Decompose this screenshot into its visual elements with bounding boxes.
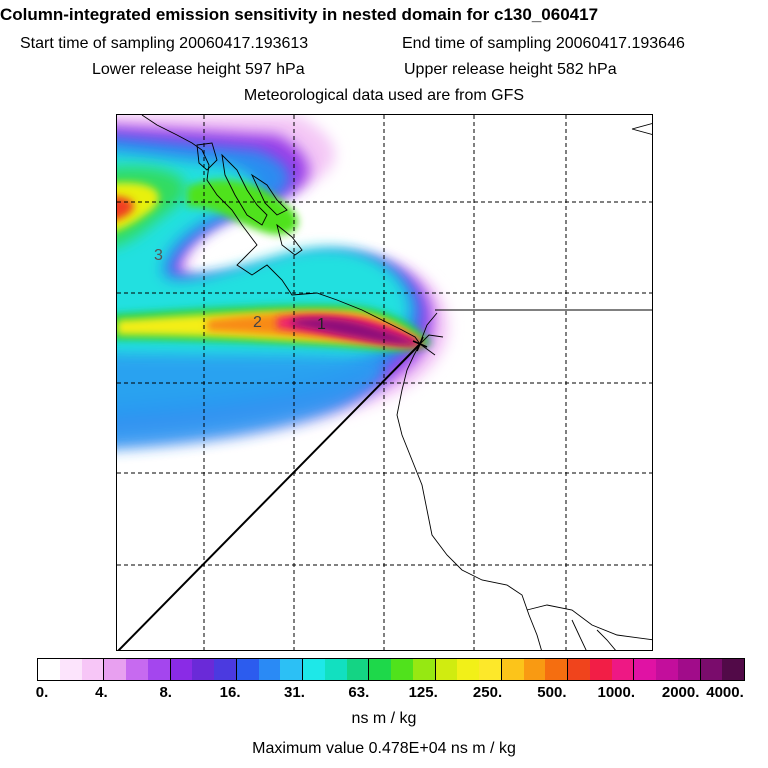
color-scale-tick-label: 4. — [95, 684, 108, 701]
release-marker — [412, 336, 428, 352]
color-scale-segment — [677, 659, 701, 680]
color-scale-tick-label: 2000. — [661, 684, 700, 701]
plume-label-3: 3 — [154, 247, 163, 264]
color-scale-segment — [568, 659, 590, 680]
color-scale-segment — [214, 659, 237, 680]
color-scale-segment — [192, 659, 214, 680]
color-scale-segment — [38, 659, 60, 680]
lower-height-label: Lower release height 597 hPa — [92, 61, 305, 78]
plume-label-2: 2 — [253, 314, 262, 331]
met-data-label: Meteorological data used are from GFS — [243, 87, 525, 104]
color-scale-tick-label: 8. — [159, 684, 172, 701]
color-scale-segment — [611, 659, 635, 680]
color-scale-ticks: 0. 4. 8. 16. 31. 63. 125. 250. 500. 1000. 2000. 400… — [0, 684, 768, 704]
plot-title: Column-integrated emission sensitivity i… — [0, 5, 599, 24]
start-time-label: Start time of sampling 20060417.193613 — [20, 35, 309, 52]
color-scale-segment — [501, 659, 524, 680]
color-scale-tick-label: 250. — [472, 684, 503, 701]
color-scale-tick-label: 16. — [219, 684, 241, 701]
color-scale-segment — [656, 659, 678, 680]
color-scale-segment — [346, 659, 370, 680]
color-scale-tick-label: 500. — [537, 684, 567, 701]
end-time-label: End time of sampling 20060417.193646 — [402, 35, 685, 52]
maximum-value-label: Maximum value 0.478E+04 ns m / kg — [252, 740, 516, 757]
color-scale-tick-label: 31. — [284, 684, 305, 701]
sensitivity-map: 3 2 1 — [117, 115, 652, 650]
color-scale-tick-label: 125. — [408, 684, 438, 701]
color-scale-segment — [147, 659, 171, 680]
color-scale-segment — [236, 659, 259, 680]
plume-label-1: 1 — [317, 316, 326, 333]
color-scale-tick-label: 1000. — [597, 684, 636, 701]
unit-label: ns m / kg — [351, 710, 417, 727]
color-scale-segment — [523, 659, 546, 680]
color-scale-segment — [589, 659, 612, 680]
color-scale-segment — [457, 659, 479, 680]
map-panel: 3 2 1 — [116, 114, 653, 651]
color-scale-segment — [700, 659, 723, 680]
color-scale-segment — [258, 659, 281, 680]
color-scale-tick-label: 4000. — [706, 684, 744, 701]
color-scale-segment — [435, 659, 458, 680]
trajectory-line — [117, 343, 421, 650]
color-scale-segment — [59, 659, 82, 680]
color-scale-segment — [479, 659, 502, 680]
color-scale-segment — [104, 659, 126, 680]
color-scale-segment — [722, 659, 744, 680]
map-grid — [117, 115, 652, 650]
color-scale-segment — [170, 659, 193, 680]
color-scale-segment — [634, 659, 656, 680]
color-scale-tick-label: 0. — [35, 684, 49, 701]
color-scale-segment — [126, 659, 148, 680]
color-scale-segment — [369, 659, 391, 680]
color-scale-segment — [324, 659, 347, 680]
color-scale-segment — [81, 659, 105, 680]
coastline — [141, 115, 652, 650]
color-scale-segment — [280, 659, 303, 680]
plume-field — [117, 115, 449, 449]
color-scale-segment — [391, 659, 413, 680]
color-scale-bar — [37, 658, 745, 681]
color-scale-segment — [545, 659, 568, 680]
color-scale-tick-label: 63. — [348, 684, 370, 701]
upper-height-label: Upper release height 582 hPa — [404, 61, 617, 78]
color-scale-segment — [303, 659, 325, 680]
color-scale-segment — [412, 659, 436, 680]
